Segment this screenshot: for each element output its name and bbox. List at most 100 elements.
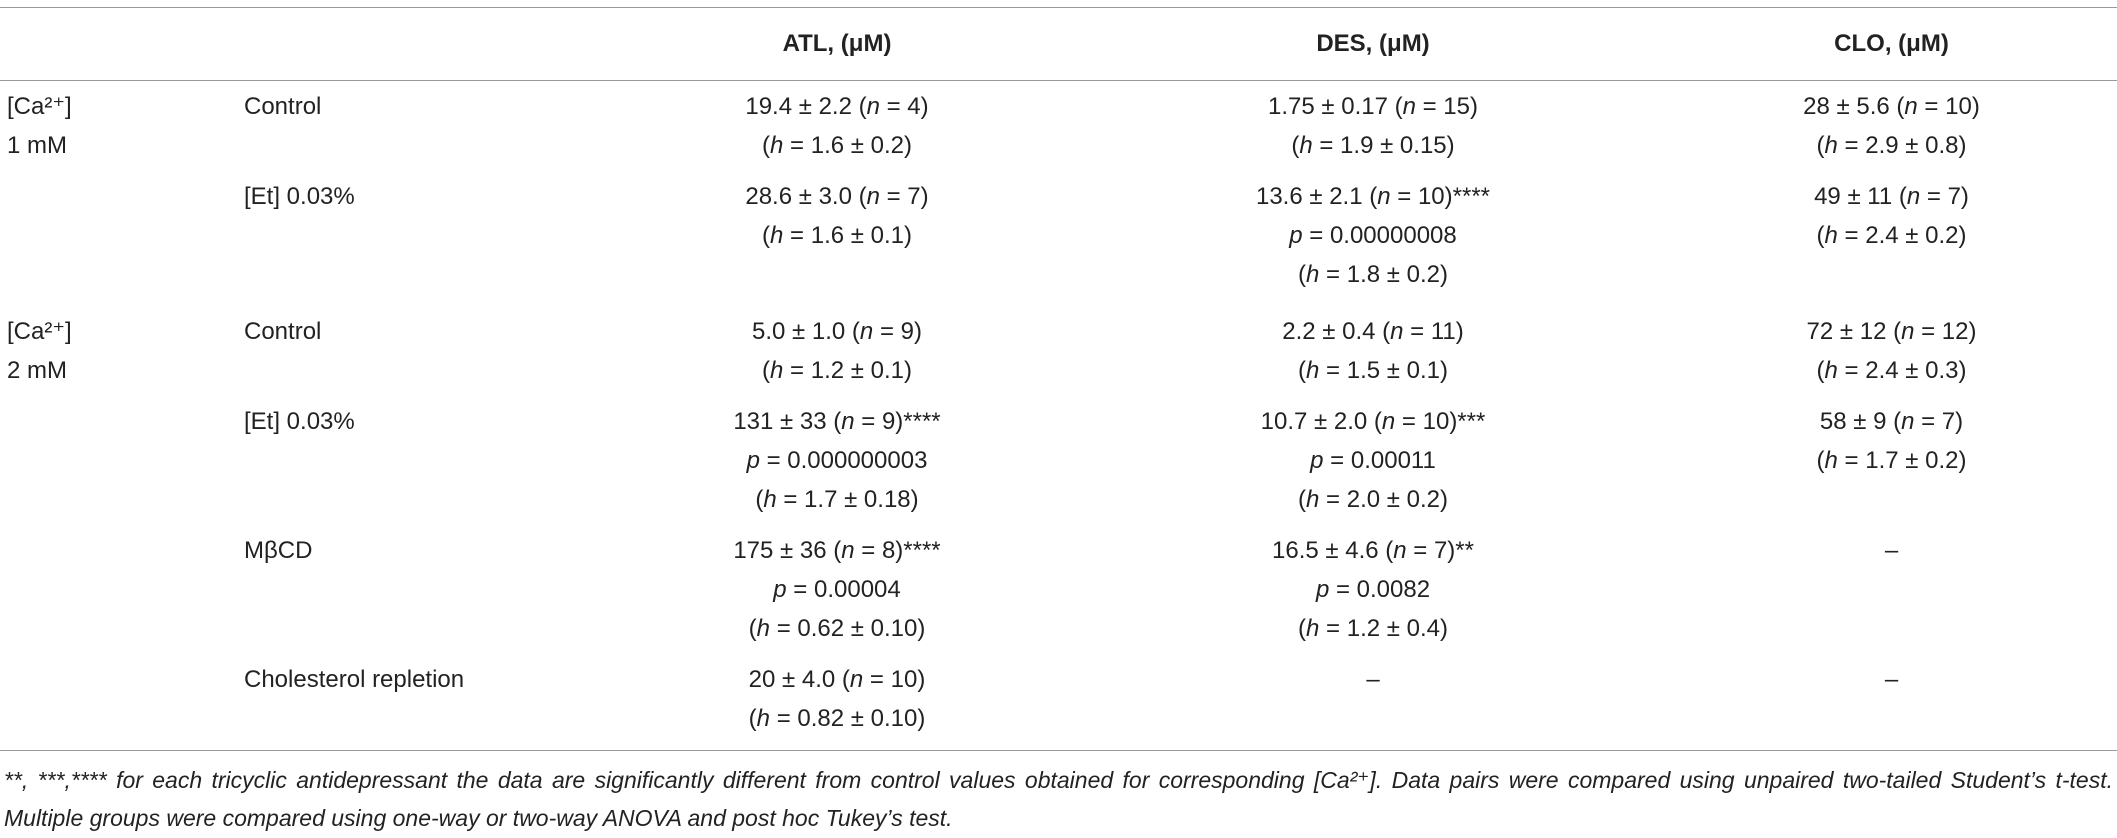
variable: n [1381, 408, 1396, 435]
value-line: p = 0.0082 [1315, 576, 1431, 603]
value-line: 58 ± 9 (n = 7) [1819, 408, 1964, 435]
variable: h [1824, 357, 1838, 384]
group-label-line: [Ca²⁺] [7, 318, 72, 345]
variable: h [763, 486, 777, 513]
variable: p [1315, 576, 1330, 603]
value-cell: 49 ± 11 (n = 7) (h = 2.4 ± 0.2) [1666, 171, 2117, 306]
variable: n [1901, 408, 1915, 435]
footnote: **, ***,**** for each tricyclic antidepr… [4, 767, 2113, 831]
value-line: 19.4 ± 2.2 (n = 4) [745, 93, 929, 120]
table-row: [Ca²⁺] 1 mM Control 19.4 ± 2.2 (n = 4) (h = … [0, 81, 2117, 172]
variable: h [1824, 132, 1838, 159]
condition: [Et] 0.03% [244, 183, 355, 210]
value-line: 1.75 ± 0.17 (n = 15) [1268, 93, 1478, 120]
value-line: p = 0.00000008 [1289, 222, 1457, 249]
group-label-line: [Ca²⁺] [7, 93, 72, 120]
value-cell: 28 ± 5.6 (n = 10) (h = 2.9 ± 0.8) [1666, 81, 2117, 172]
value-line: 131 ± 33 (n = 9)**** [733, 408, 941, 435]
table-row: Cholesterol repletion 20 ± 4.0 (n = 10) (h… [0, 654, 2117, 751]
variable: h [1824, 222, 1838, 249]
variable: n [1390, 318, 1404, 345]
variable: n [866, 183, 880, 210]
value-line: (h = 1.5 ± 0.1) [1298, 357, 1448, 384]
value-cell: 58 ± 9 (n = 7) (h = 1.7 ± 0.2) [1666, 396, 2117, 525]
variable: h [1299, 132, 1313, 159]
value-line: (h = 1.2 ± 0.4) [1298, 615, 1448, 642]
header-cell [0, 7, 244, 81]
condition: Control [244, 318, 322, 345]
value-line: p = 0.000000003 [746, 447, 928, 474]
value-cell: 131 ± 33 (n = 9)**** p = 0.000000003 (h = … [594, 396, 1080, 525]
variable: h [756, 705, 771, 732]
value-line: (h = 2.9 ± 0.8) [1816, 132, 1967, 159]
header-cell: CLO, (μM) [1666, 7, 2117, 81]
value-cell: 19.4 ± 2.2 (n = 4) (h = 1.6 ± 0.2) [594, 81, 1080, 172]
value-cell: – [1666, 654, 2117, 751]
header-row: ATL, (μM) DES, (μM) CLO, (μM) [0, 7, 2117, 81]
table-body: [Ca²⁺] 1 mM Control 19.4 ± 2.2 (n = 4) (h = … [0, 81, 2117, 751]
value-line: 13.6 ± 2.1 (n = 10)**** [1255, 183, 1490, 210]
value-cell: 13.6 ± 2.1 (n = 10)**** p = 0.00000008 (h … [1080, 171, 1666, 306]
value-line: 28 ± 5.6 (n = 10) [1803, 93, 1980, 120]
table-row: [Ca²⁺] 2 mM Control 5.0 ± 1.0 (n = 9) (h = 1… [0, 306, 2117, 751]
value-cell: 28.6 ± 3.0 (n = 7) (h = 1.6 ± 0.1) [594, 171, 1080, 306]
value-line: (h = 1.7 ± 0.18) [755, 486, 919, 513]
value-line: 28.6 ± 3.0 (n = 7) [745, 183, 929, 210]
value-line: (h = 1.9 ± 0.15) [1291, 132, 1455, 159]
value-cell: – [1666, 525, 2117, 654]
condition: [Et] 0.03% [244, 408, 355, 435]
value-line: (h = 1.6 ± 0.2) [762, 132, 912, 159]
group-label: [Ca²⁺] 2 mM [0, 306, 244, 751]
variable: n [1402, 93, 1416, 120]
variable: h [1306, 357, 1320, 384]
value-cell: 175 ± 36 (n = 8)**** p = 0.00004 (h = 0.62… [594, 525, 1080, 654]
value-line: (h = 2.4 ± 0.3) [1816, 357, 1967, 384]
value-line: (h = 2.4 ± 0.2) [1816, 222, 1967, 249]
value-line: (h = 0.62 ± 0.10) [748, 615, 926, 642]
header-cell [244, 7, 594, 81]
variable: n [841, 408, 855, 435]
page: ATL, (μM) DES, (μM) CLO, (μM) [Ca²⁺] 1 mM Co… [0, 7, 2117, 838]
value-line: (h = 1.7 ± 0.2) [1816, 447, 1967, 474]
group-label-line: 1 mM [7, 132, 67, 159]
group-label-line: 2 mM [7, 357, 67, 384]
value-cell: 72 ± 12 (n = 12) (h = 2.4 ± 0.3) [1666, 306, 2117, 396]
value-line: 72 ± 12 (n = 12) [1806, 318, 1977, 345]
condition: MβCD [244, 537, 313, 564]
group-label: [Ca²⁺] 1 mM [0, 81, 244, 307]
variable: n [1393, 537, 1407, 564]
variable: p [1310, 447, 1324, 474]
variable: h [1306, 261, 1320, 288]
value-cell: – [1080, 654, 1666, 751]
value-line: – [1884, 537, 1899, 564]
value-line: – [1366, 666, 1380, 693]
value-line: 20 ± 4.0 (n = 10) [748, 666, 926, 693]
variable: n [849, 666, 864, 693]
value-line: (h = 0.82 ± 0.10) [748, 705, 926, 732]
value-cell: 1.75 ± 0.17 (n = 15) (h = 1.9 ± 0.15) [1080, 81, 1666, 172]
value-line: (h = 1.2 ± 0.1) [762, 357, 912, 384]
header-cell: ATL, (μM) [594, 7, 1080, 81]
value-line: – [1884, 666, 1899, 693]
value-line: 5.0 ± 1.0 (n = 9) [752, 318, 922, 345]
variable: n [1906, 183, 1921, 210]
table-row: [Et] 0.03% 131 ± 33 (n = 9)**** p = 0.0000… [0, 396, 2117, 525]
value-cell: 5.0 ± 1.0 (n = 9) (h = 1.2 ± 0.1) [594, 306, 1080, 396]
variable: h [1824, 447, 1838, 474]
variable: p [746, 447, 760, 474]
value-line: 49 ± 11 (n = 7) [1814, 183, 1969, 210]
value-line: 16.5 ± 4.6 (n = 7)** [1272, 537, 1474, 564]
variable: n [859, 318, 874, 345]
value-line: 2.2 ± 0.4 (n = 11) [1282, 318, 1464, 345]
variable: p [1289, 222, 1303, 249]
variable: h [1306, 486, 1320, 513]
data-table: ATL, (μM) DES, (μM) CLO, (μM) [Ca²⁺] 1 mM Co… [0, 7, 2117, 751]
variable: h [1306, 615, 1320, 642]
variable: n [1377, 183, 1391, 210]
value-line: 10.7 ± 2.0 (n = 10)*** [1260, 408, 1486, 435]
variable: n [1901, 318, 1915, 345]
condition: Cholesterol repletion [244, 654, 594, 751]
variable: h [770, 357, 784, 384]
value-line: p = 0.00011 [1310, 447, 1436, 474]
table-row: MβCD 175 ± 36 (n = 8)**** p = 0.00004 (h = … [0, 525, 2117, 654]
